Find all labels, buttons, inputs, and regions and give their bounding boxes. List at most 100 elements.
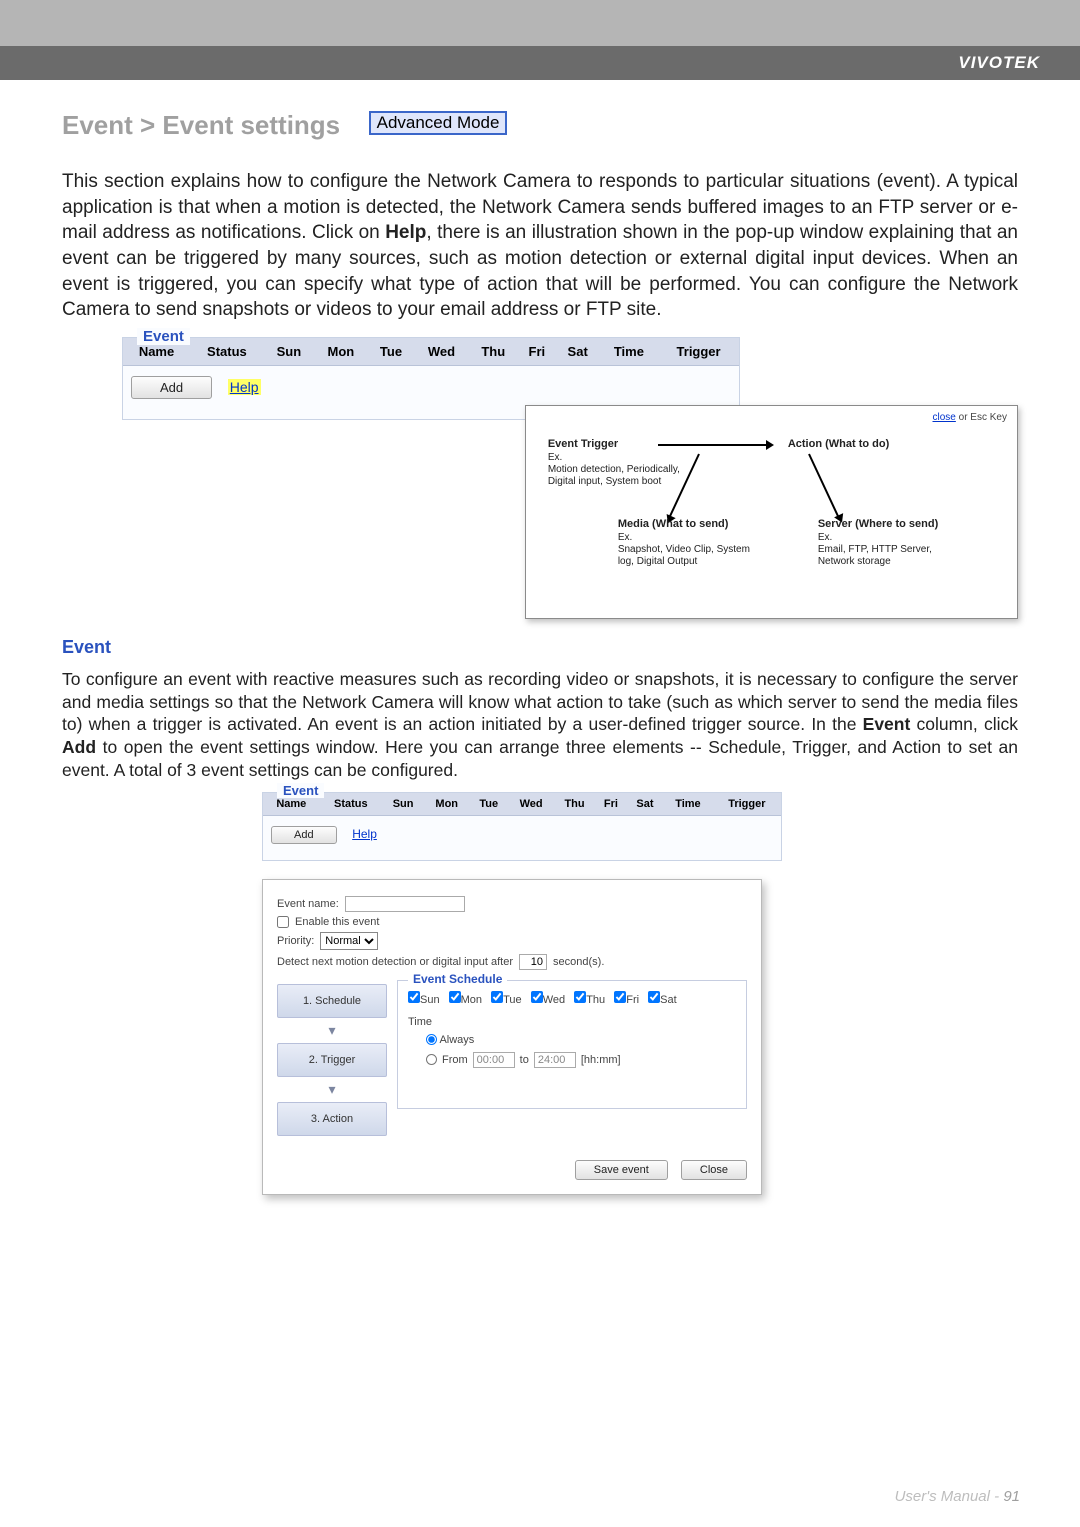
- to-label: to: [520, 1054, 529, 1066]
- c1: Status: [320, 793, 382, 816]
- event-table2-header: Name Status Sun Mon Tue Wed Thu Fri Sat …: [263, 793, 781, 816]
- c9: Time: [663, 793, 713, 816]
- add-button-2[interactable]: Add: [271, 826, 337, 844]
- event-name-row: Event name:: [277, 896, 747, 912]
- c6: Thu: [554, 793, 595, 816]
- col-sun: Sun: [264, 338, 314, 366]
- col-wed: Wed: [414, 338, 468, 366]
- from-input[interactable]: [473, 1052, 515, 1068]
- popup-close-row: close or Esc Key: [933, 412, 1008, 423]
- popup-close-link[interactable]: close: [933, 412, 956, 423]
- enable-label: Enable this event: [295, 916, 379, 928]
- save-event-button[interactable]: Save event: [575, 1160, 668, 1180]
- priority-row: Priority: Normal: [277, 932, 747, 950]
- col-sat: Sat: [556, 338, 600, 366]
- section-heading: Event: [62, 637, 1018, 658]
- arrow-icon: [658, 444, 768, 446]
- brand-label: VIVOTEK: [958, 53, 1040, 73]
- arrow-icon: [808, 453, 839, 517]
- detect-row: Detect next motion detection or digital …: [277, 954, 747, 970]
- diag-event-trigger: Event Trigger: [548, 438, 618, 450]
- intro-paragraph: This section explains how to configure t…: [62, 169, 1018, 323]
- event-settings-card: Event name: Enable this event Priority: …: [262, 879, 762, 1195]
- day-check-fri[interactable]: [614, 991, 626, 1003]
- always-radio[interactable]: [426, 1034, 437, 1045]
- footer-text: User's Manual -: [895, 1488, 1004, 1505]
- advanced-mode-badge: Advanced Mode: [369, 111, 508, 135]
- enable-checkbox[interactable]: [277, 916, 289, 928]
- from-radio[interactable]: [426, 1054, 437, 1065]
- figure-1: Event Name Status Sun Mon Tue Wed Thu Fr…: [122, 337, 1018, 619]
- always-label: Always: [439, 1034, 474, 1046]
- step-trigger[interactable]: 2. Trigger: [277, 1043, 387, 1077]
- col-tue: Tue: [368, 338, 415, 366]
- c3: Mon: [424, 793, 469, 816]
- day-check-sat[interactable]: [648, 991, 660, 1003]
- diag-media-ex: Ex. Snapshot, Video Clip, System log, Di…: [618, 532, 768, 568]
- day-check-mon[interactable]: [449, 991, 461, 1003]
- c7: Fri: [595, 793, 627, 816]
- body-add-word: Add: [62, 737, 96, 757]
- steps-column: 1. Schedule ▾ 2. Trigger ▾ 3. Action: [277, 984, 387, 1146]
- add-button[interactable]: Add: [131, 376, 212, 399]
- diag-action: Action (What to do): [788, 438, 889, 450]
- event-diagram: Event Trigger Ex. Motion detection, Peri…: [538, 438, 1005, 598]
- detect-input[interactable]: [519, 954, 547, 970]
- time-label: Time: [408, 1016, 736, 1028]
- event-panel-2: Event Name Status Sun Mon Tue Wed Thu Fr…: [262, 792, 782, 861]
- page-number: 91: [1003, 1488, 1020, 1505]
- body-post: to open the event settings window. Here …: [62, 737, 1018, 780]
- day-check-thu[interactable]: [574, 991, 586, 1003]
- body-paragraph: To configure an event with reactive meas…: [62, 668, 1018, 782]
- chevron-down-icon: ▾: [277, 1022, 387, 1039]
- step-schedule[interactable]: 1. Schedule: [277, 984, 387, 1018]
- figure-2: Event Name Status Sun Mon Tue Wed Thu Fr…: [262, 792, 1018, 861]
- diag-media: Media (What to send): [618, 518, 729, 530]
- page-footer: User's Manual - 91: [895, 1488, 1020, 1505]
- popup-close-hint: or Esc Key: [956, 412, 1007, 423]
- diag-server-ex: Ex. Email, FTP, HTTP Server, Network sto…: [818, 532, 968, 568]
- col-mon: Mon: [314, 338, 368, 366]
- chevron-down-icon: ▾: [277, 1081, 387, 1098]
- page-content: Event > Event settings Advanced Mode Thi…: [0, 80, 1080, 1195]
- help-link-2[interactable]: Help: [352, 827, 377, 841]
- schedule-legend: Event Schedule: [408, 972, 507, 986]
- help-link[interactable]: Help: [228, 379, 261, 395]
- c2: Sun: [382, 793, 424, 816]
- day-sun: Sun: [420, 994, 440, 1006]
- event-panel2-legend: Event: [277, 783, 324, 798]
- day-mon: Mon: [461, 994, 482, 1006]
- page-title: Event > Event settings: [62, 110, 340, 141]
- from-label: From: [442, 1054, 468, 1066]
- day-sat: Sat: [660, 994, 677, 1006]
- body-event-word: Event: [863, 714, 911, 734]
- to-input[interactable]: [534, 1052, 576, 1068]
- time-block: Time Always From to [hh:mm]: [408, 1016, 736, 1068]
- day-check-tue[interactable]: [491, 991, 503, 1003]
- detect-label-post: second(s).: [553, 956, 604, 968]
- intro-help-word: Help: [385, 222, 426, 243]
- c5: Wed: [508, 793, 554, 816]
- days-row: Sun Mon Tue Wed Thu Fri Sat: [408, 991, 736, 1006]
- detect-label-pre: Detect next motion detection or digital …: [277, 956, 513, 968]
- event-add-row-2: Add Help: [263, 815, 781, 850]
- step-action[interactable]: 3. Action: [277, 1102, 387, 1136]
- c4: Tue: [469, 793, 508, 816]
- day-check-wed[interactable]: [531, 991, 543, 1003]
- event-add-row: Add Help: [123, 365, 739, 405]
- day-check-sun[interactable]: [408, 991, 420, 1003]
- event-name-input[interactable]: [345, 896, 465, 912]
- col-fri: Fri: [518, 338, 556, 366]
- event-table: Name Status Sun Mon Tue Wed Thu Fri Sat …: [123, 338, 739, 405]
- top-band: [0, 0, 1080, 46]
- event-name-label: Event name:: [277, 898, 339, 910]
- priority-select[interactable]: Normal: [320, 932, 378, 950]
- enable-row: Enable this event: [277, 916, 747, 928]
- body-mid: column, click: [910, 714, 1018, 734]
- col-trigger: Trigger: [658, 338, 739, 366]
- close-button[interactable]: Close: [681, 1160, 747, 1180]
- event-table-2: Name Status Sun Mon Tue Wed Thu Fri Sat …: [263, 793, 781, 850]
- diag-event-trigger-ex: Ex. Motion detection, Periodically, Digi…: [548, 452, 698, 488]
- diag-server: Server (Where to send): [818, 518, 938, 530]
- day-thu: Thu: [586, 994, 605, 1006]
